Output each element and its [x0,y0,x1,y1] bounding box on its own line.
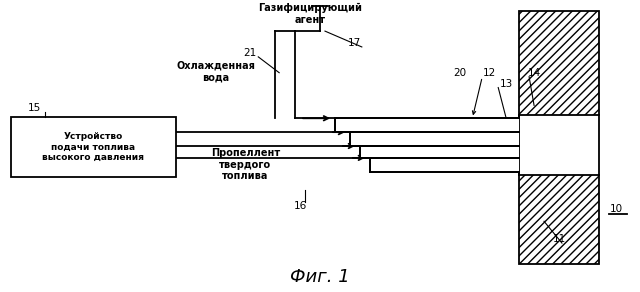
Bar [519,175,599,264]
Bar [519,11,599,115]
Text: 10: 10 [610,204,623,214]
Bar [350,132,519,146]
Bar [370,158,519,172]
Text: 20: 20 [453,68,466,78]
Text: 11: 11 [552,234,566,244]
Text: Фиг. 1: Фиг. 1 [290,268,350,286]
Bar [360,146,519,158]
Text: 15: 15 [28,103,41,113]
Text: Газифицирующий
агент: Газифицирующий агент [258,4,362,25]
Bar [12,117,175,177]
Text: 21: 21 [244,48,257,58]
Text: 13: 13 [500,79,513,88]
Text: 17: 17 [348,38,362,48]
Text: 16: 16 [294,201,307,211]
Text: Охлажденная
вода: Охлажденная вода [176,61,255,82]
Text: Устройство
подачи топлива
высокого давления: Устройство подачи топлива высокого давле… [42,132,145,162]
Text: 12: 12 [483,68,496,78]
Text: 14: 14 [527,68,541,78]
Text: Пропеллент
твердого
топлива: Пропеллент твердого топлива [211,148,280,181]
Bar [335,118,519,132]
